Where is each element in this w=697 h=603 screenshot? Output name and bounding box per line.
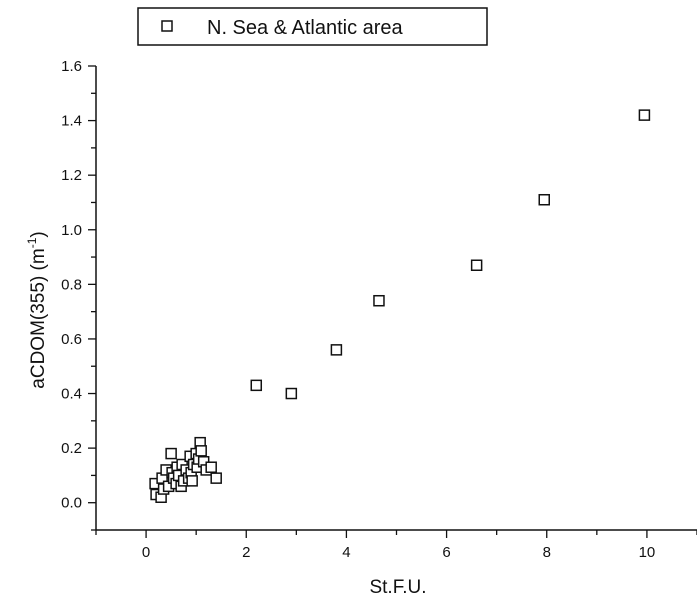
- y-tick-label: 0.6: [61, 331, 82, 348]
- data-point: [205, 461, 217, 473]
- x-tick-label: 0: [142, 544, 150, 561]
- data-point: [285, 387, 298, 400]
- data-point: [210, 472, 222, 484]
- x-tick-label: 4: [342, 544, 350, 561]
- x-tick-label: 6: [442, 544, 450, 561]
- x-axis-title: St.F.U.: [369, 577, 426, 598]
- data-point: [330, 344, 343, 356]
- data-points: [149, 109, 651, 503]
- y-tick-label: 0.0: [61, 495, 82, 512]
- y-axis-title: aCDOM(355) (m-1): [25, 231, 49, 388]
- legend: N. Sea & Atlantic area: [137, 7, 488, 46]
- x-tick-label: 2: [242, 544, 250, 561]
- data-point: [165, 447, 177, 460]
- x-axis-ticks: 0 2 4 6 8 10: [95, 530, 697, 561]
- data-point: [186, 475, 198, 487]
- y-axis-title-close: ): [28, 231, 49, 237]
- data-point: [195, 445, 207, 457]
- legend-marker: [161, 20, 173, 32]
- y-tick-label: 0.8: [61, 276, 82, 293]
- y-tick-label: 0.4: [61, 386, 82, 403]
- x-tick-label: 8: [543, 544, 551, 561]
- data-point: [470, 259, 483, 271]
- legend-label: N. Sea & Atlantic area: [207, 17, 404, 39]
- x-tick-label: 10: [639, 544, 656, 561]
- y-axis-title-main: aCDOM(355) (m: [28, 248, 49, 388]
- y-tick-label: 0.2: [61, 440, 82, 457]
- y-axis-ticks: 0.0 0.2 0.4 0.6 0.8 1.0 1.2 1.4 1.6: [61, 58, 96, 531]
- legend-box: [137, 7, 488, 46]
- y-tick-label: 1.2: [61, 167, 82, 184]
- y-tick-label: 1.6: [61, 58, 82, 75]
- y-axis-title-superscript: -1: [25, 237, 39, 248]
- y-tick-label: 1.0: [61, 222, 82, 239]
- data-point: [538, 193, 550, 206]
- data-point: [250, 379, 263, 392]
- data-point: [373, 294, 385, 307]
- y-tick-label: 1.4: [61, 113, 82, 130]
- data-point: [638, 109, 651, 121]
